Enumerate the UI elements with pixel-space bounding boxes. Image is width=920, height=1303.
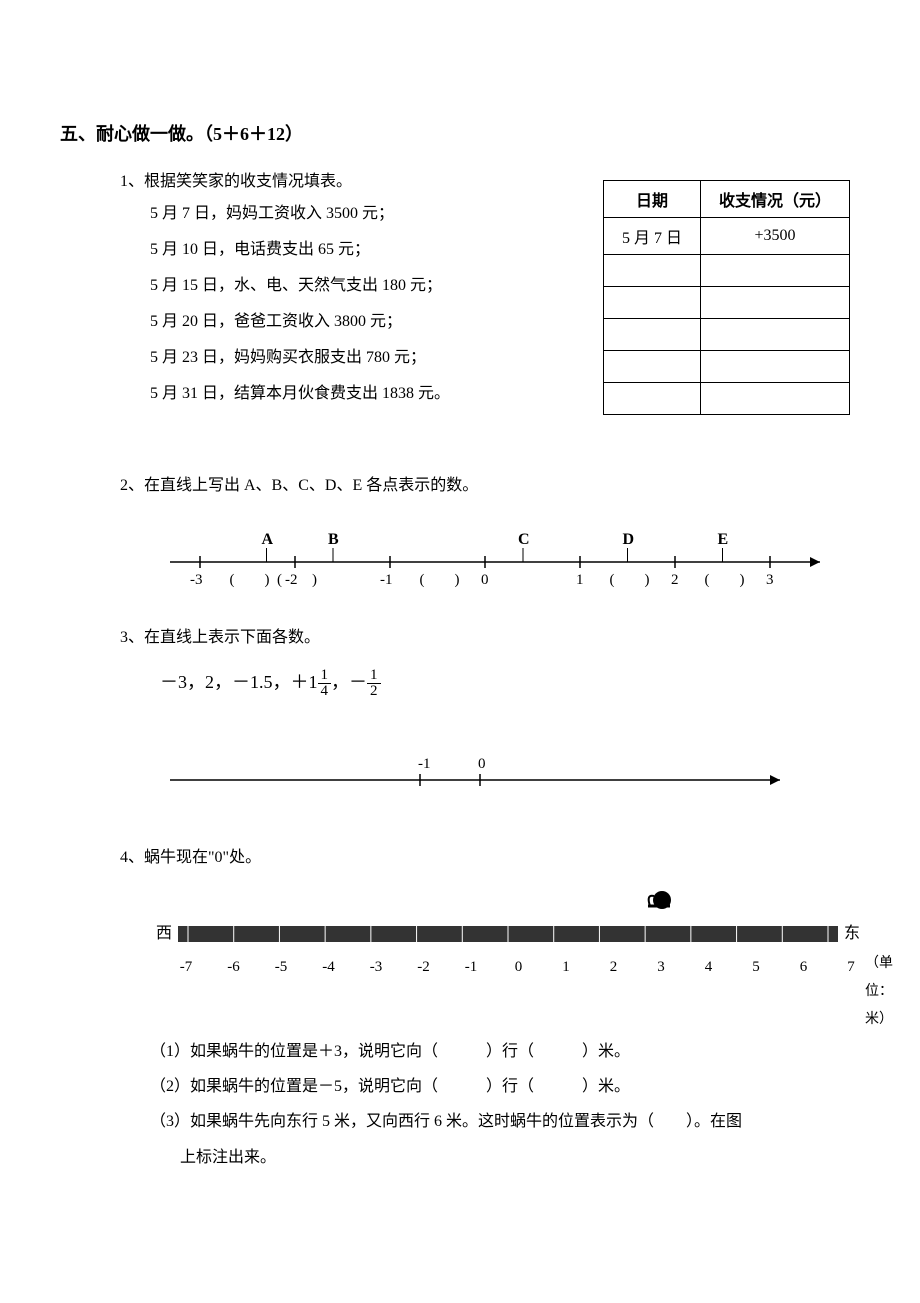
svg-text:-3: -3 xyxy=(190,572,203,588)
svg-text:0: 0 xyxy=(478,756,486,772)
p4-q1: （1）如果蜗牛的位置是＋3，说明它向（ ）行（ ）米。 xyxy=(150,1034,860,1069)
p3-title: 3、在直线上表示下面各数。 xyxy=(120,622,860,654)
snail-icon xyxy=(640,884,680,912)
table-cell-date: 5 月 7 日 xyxy=(603,218,700,255)
snail-diagram: 西 东 -7-6-5-4-3-2-101234567 （单位：米） xyxy=(150,884,860,1034)
table-cell xyxy=(603,287,700,319)
unit-label: （单位：米） xyxy=(865,950,893,1034)
svg-text:B: B xyxy=(328,531,339,548)
table-cell xyxy=(603,255,700,287)
p3-numberline: -1 0 xyxy=(160,740,800,812)
svg-text:( ): ( ) xyxy=(230,572,270,588)
snail-axis xyxy=(178,922,838,946)
table-cell xyxy=(700,351,849,383)
svg-text:0: 0 xyxy=(481,572,489,588)
snail-axis-labels: -7-6-5-4-3-2-101234567 xyxy=(176,952,861,982)
income-expense-table: 日期 收支情况（元） 5 月 7 日 +3500 xyxy=(603,180,850,415)
p3-numbers: －3，2，－1.5，＋114，－12 xyxy=(160,664,860,700)
table-header-date: 日期 xyxy=(603,181,700,218)
svg-text:D: D xyxy=(623,531,635,548)
svg-text:( ): ( ) xyxy=(420,572,460,588)
svg-text:C: C xyxy=(518,531,530,548)
svg-text:( ): ( ) xyxy=(277,572,317,588)
problem-2: 2、在直线上写出 A、B、C、D、E 各点表示的数。 -3-2-10123( )… xyxy=(120,470,860,592)
table-cell xyxy=(603,351,700,383)
west-label: 西 xyxy=(156,918,172,950)
svg-text:( ): ( ) xyxy=(610,572,650,588)
table-cell xyxy=(700,255,849,287)
problem-4: 4、蜗牛现在"0"处。 西 东 -7-6-5-4-3-2-101234567 （… xyxy=(120,842,860,1175)
svg-text:A: A xyxy=(262,531,274,548)
p4-q3a: （3）如果蜗牛先向东行 5 米，又向西行 6 米。这时蜗牛的位置表示为（ ）。在… xyxy=(150,1104,860,1139)
p4-title: 4、蜗牛现在"0"处。 xyxy=(120,842,860,874)
p2-title: 2、在直线上写出 A、B、C、D、E 各点表示的数。 xyxy=(120,470,860,502)
table-cell xyxy=(603,383,700,415)
table-cell xyxy=(700,287,849,319)
table-cell xyxy=(700,319,849,351)
svg-text:-1: -1 xyxy=(418,756,431,772)
p4-q3b: 上标注出来。 xyxy=(180,1140,860,1175)
table-cell xyxy=(603,319,700,351)
svg-text:E: E xyxy=(718,531,729,548)
section-title: 五、耐心做一做。（5＋6＋12） xyxy=(60,120,860,146)
p2-numberline: -3-2-10123( )( )( )( )( )ABCDE xyxy=(160,522,840,592)
svg-text:1: 1 xyxy=(576,572,584,588)
p4-q2: （2）如果蜗牛的位置是－5，说明它向（ ）行（ ）米。 xyxy=(150,1069,860,1104)
svg-text:( ): ( ) xyxy=(705,572,745,588)
svg-text:-1: -1 xyxy=(380,572,393,588)
east-label: 东 xyxy=(844,918,860,950)
problem-3: 3、在直线上表示下面各数。 －3，2，－1.5，＋114，－12 -1 0 xyxy=(120,622,860,812)
table-header-amount: 收支情况（元） xyxy=(700,181,849,218)
table-cell-amount: +3500 xyxy=(700,218,849,255)
svg-text:2: 2 xyxy=(671,572,679,588)
table-cell xyxy=(700,383,849,415)
svg-text:3: 3 xyxy=(766,572,774,588)
